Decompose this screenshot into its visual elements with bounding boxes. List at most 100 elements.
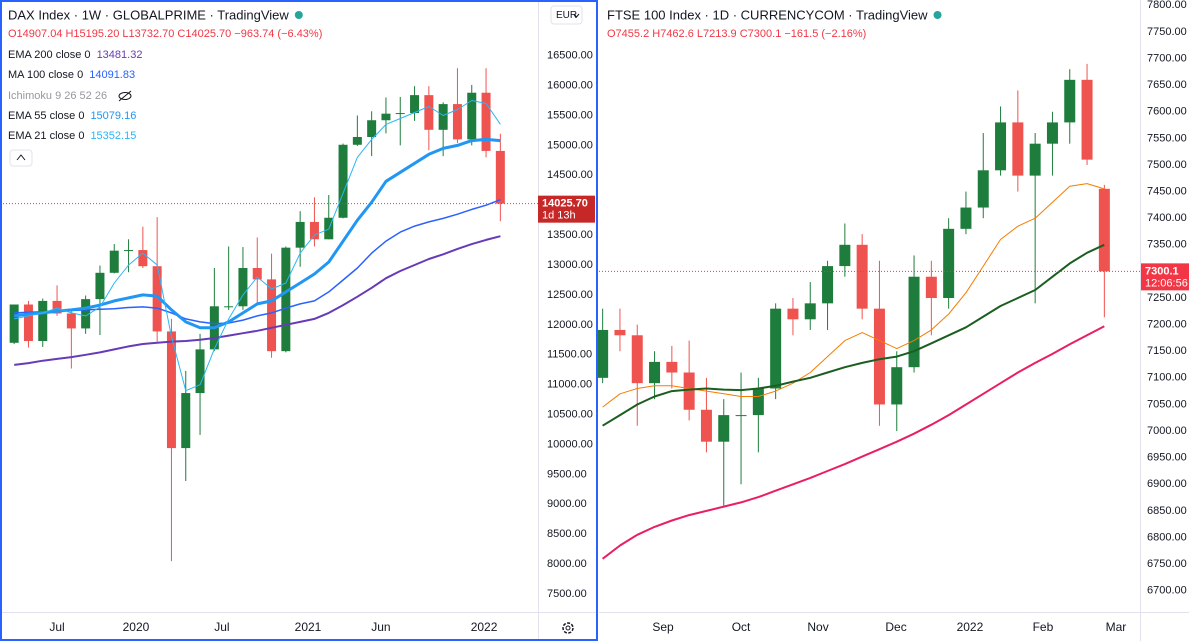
status-dot: [933, 11, 942, 19]
legend-value: 15079.16: [90, 110, 136, 122]
candle-body: [977, 170, 989, 208]
candle-body: [410, 95, 420, 114]
y-tick-label: 6700.00: [1147, 585, 1187, 597]
candle-body: [238, 268, 248, 307]
moving-average-line: [14, 100, 501, 392]
y-tick-label: 7350.00: [1147, 239, 1187, 251]
candle-body: [438, 104, 448, 130]
y-tick-label: 13500.00: [547, 229, 593, 241]
candle-body: [9, 304, 19, 343]
y-tick-label: 13000.00: [547, 259, 593, 271]
currency-button[interactable]: [550, 5, 583, 25]
hidden-icon[interactable]: [118, 90, 132, 102]
x-tick-label: Mar: [1106, 620, 1127, 634]
candle-body: [1046, 122, 1058, 144]
x-tick-label: Sep: [652, 620, 674, 634]
dropdown-icon: [573, 13, 580, 18]
chart-title: FTSE 100 Index · 1D · CURRENCYCOM · Trad…: [607, 7, 928, 22]
status-dot: [294, 11, 303, 19]
y-tick-label: 6950.00: [1147, 452, 1187, 464]
candle-body: [891, 367, 903, 405]
candle-body: [467, 92, 477, 140]
ohlc-values: O14907.04 H15195.20 L13732.70 C14025.70 …: [8, 28, 322, 40]
y-tick-label: 7450.00: [1147, 185, 1187, 197]
candle-body: [597, 329, 609, 378]
indicator-name[interactable]: Ichimoku 9 26 52 26: [8, 90, 107, 102]
candle-body: [943, 228, 955, 299]
price-tag: [1141, 263, 1189, 291]
y-tick-label: 7200.00: [1147, 319, 1187, 331]
x-tick-label: Oct: [732, 620, 751, 634]
candle-body: [109, 250, 119, 273]
legend-label: EMA 21 close 0: [8, 130, 84, 142]
ohlc-values: O7455.2 H7462.6 L7213.9 C7300.1 −161.5 (…: [607, 28, 866, 40]
y-tick-label: 7700.00: [1147, 52, 1187, 64]
candle-body: [124, 250, 134, 252]
x-tick-label: 2020: [123, 620, 150, 634]
legend-value: 15352.15: [90, 130, 136, 142]
candle-body: [166, 331, 176, 449]
candle-body: [152, 266, 162, 332]
y-tick-label: 7600.00: [1147, 106, 1187, 118]
candle-body: [735, 415, 747, 417]
x-tick-label: Nov: [807, 620, 828, 634]
candle-body: [281, 247, 291, 352]
y-tick-label: 6850.00: [1147, 505, 1187, 517]
candle-body: [839, 244, 851, 267]
chart-title: DAX Index · 1W · GLOBALPRIME · TradingVi…: [8, 7, 289, 22]
candle-body: [95, 272, 105, 300]
moving-average-line: [14, 235, 501, 366]
y-tick-label: 7400.00: [1147, 212, 1187, 224]
candle-body: [787, 308, 799, 320]
y-tick-label: 6750.00: [1147, 558, 1187, 570]
legend-value: 14091.83: [89, 69, 135, 81]
y-tick-label: 7650.00: [1147, 79, 1187, 91]
settings-button[interactable]: [562, 622, 574, 634]
y-tick-label: 16000.00: [547, 79, 593, 91]
y-tick-label: 11000.00: [547, 379, 592, 391]
countdown-label: 12:06:56: [1145, 277, 1188, 289]
y-tick-label: 6800.00: [1147, 531, 1187, 543]
candle-body: [873, 308, 885, 405]
moving-average-line: [602, 183, 1105, 408]
price-tag: [538, 195, 595, 223]
candle-body: [752, 388, 764, 416]
candle-body: [925, 276, 937, 299]
y-tick-label: 8500.00: [547, 528, 587, 540]
eye-slash: [118, 90, 132, 102]
candle-body: [649, 361, 661, 384]
y-tick-label: 12000.00: [547, 319, 593, 331]
active-panel-border: [0, 0, 598, 641]
candle-body: [66, 313, 76, 329]
y-tick-label: 8000.00: [547, 558, 587, 570]
y-tick-label: 7000.00: [1147, 425, 1187, 437]
y-tick-label: 6900.00: [1147, 478, 1187, 490]
x-tick-label: Jul: [49, 620, 64, 634]
candle-body: [224, 306, 234, 308]
legend-label: MA 100 close 0: [8, 69, 83, 81]
legend-label: EMA 55 close 0: [8, 110, 84, 122]
y-tick-label: 10000.00: [547, 438, 593, 450]
candle-body: [309, 221, 319, 240]
legend-label: EMA 200 close 0: [8, 49, 91, 61]
candle-body: [424, 95, 434, 130]
legend-value: 13481.32: [97, 49, 143, 61]
x-tick-label: 2021: [295, 620, 322, 634]
x-tick-label: 2022: [471, 620, 498, 634]
candle-body: [352, 136, 362, 145]
candle-body: [23, 304, 33, 341]
candle-body: [395, 113, 405, 115]
y-tick-label: 7250.00: [1147, 292, 1187, 304]
x-tick-label: Feb: [1033, 620, 1054, 634]
y-tick-label: 11500.00: [547, 349, 592, 361]
price-tag-label: 7300.1: [1145, 265, 1179, 277]
candle-body: [1098, 188, 1110, 272]
candle-body: [495, 150, 505, 204]
candle-body: [367, 120, 377, 137]
collapse-button[interactable]: [9, 149, 33, 167]
y-tick-label: 7800.00: [1147, 0, 1187, 11]
candle-body: [614, 329, 626, 336]
candle-body: [995, 122, 1007, 171]
y-tick-label: 16500.00: [547, 50, 593, 62]
